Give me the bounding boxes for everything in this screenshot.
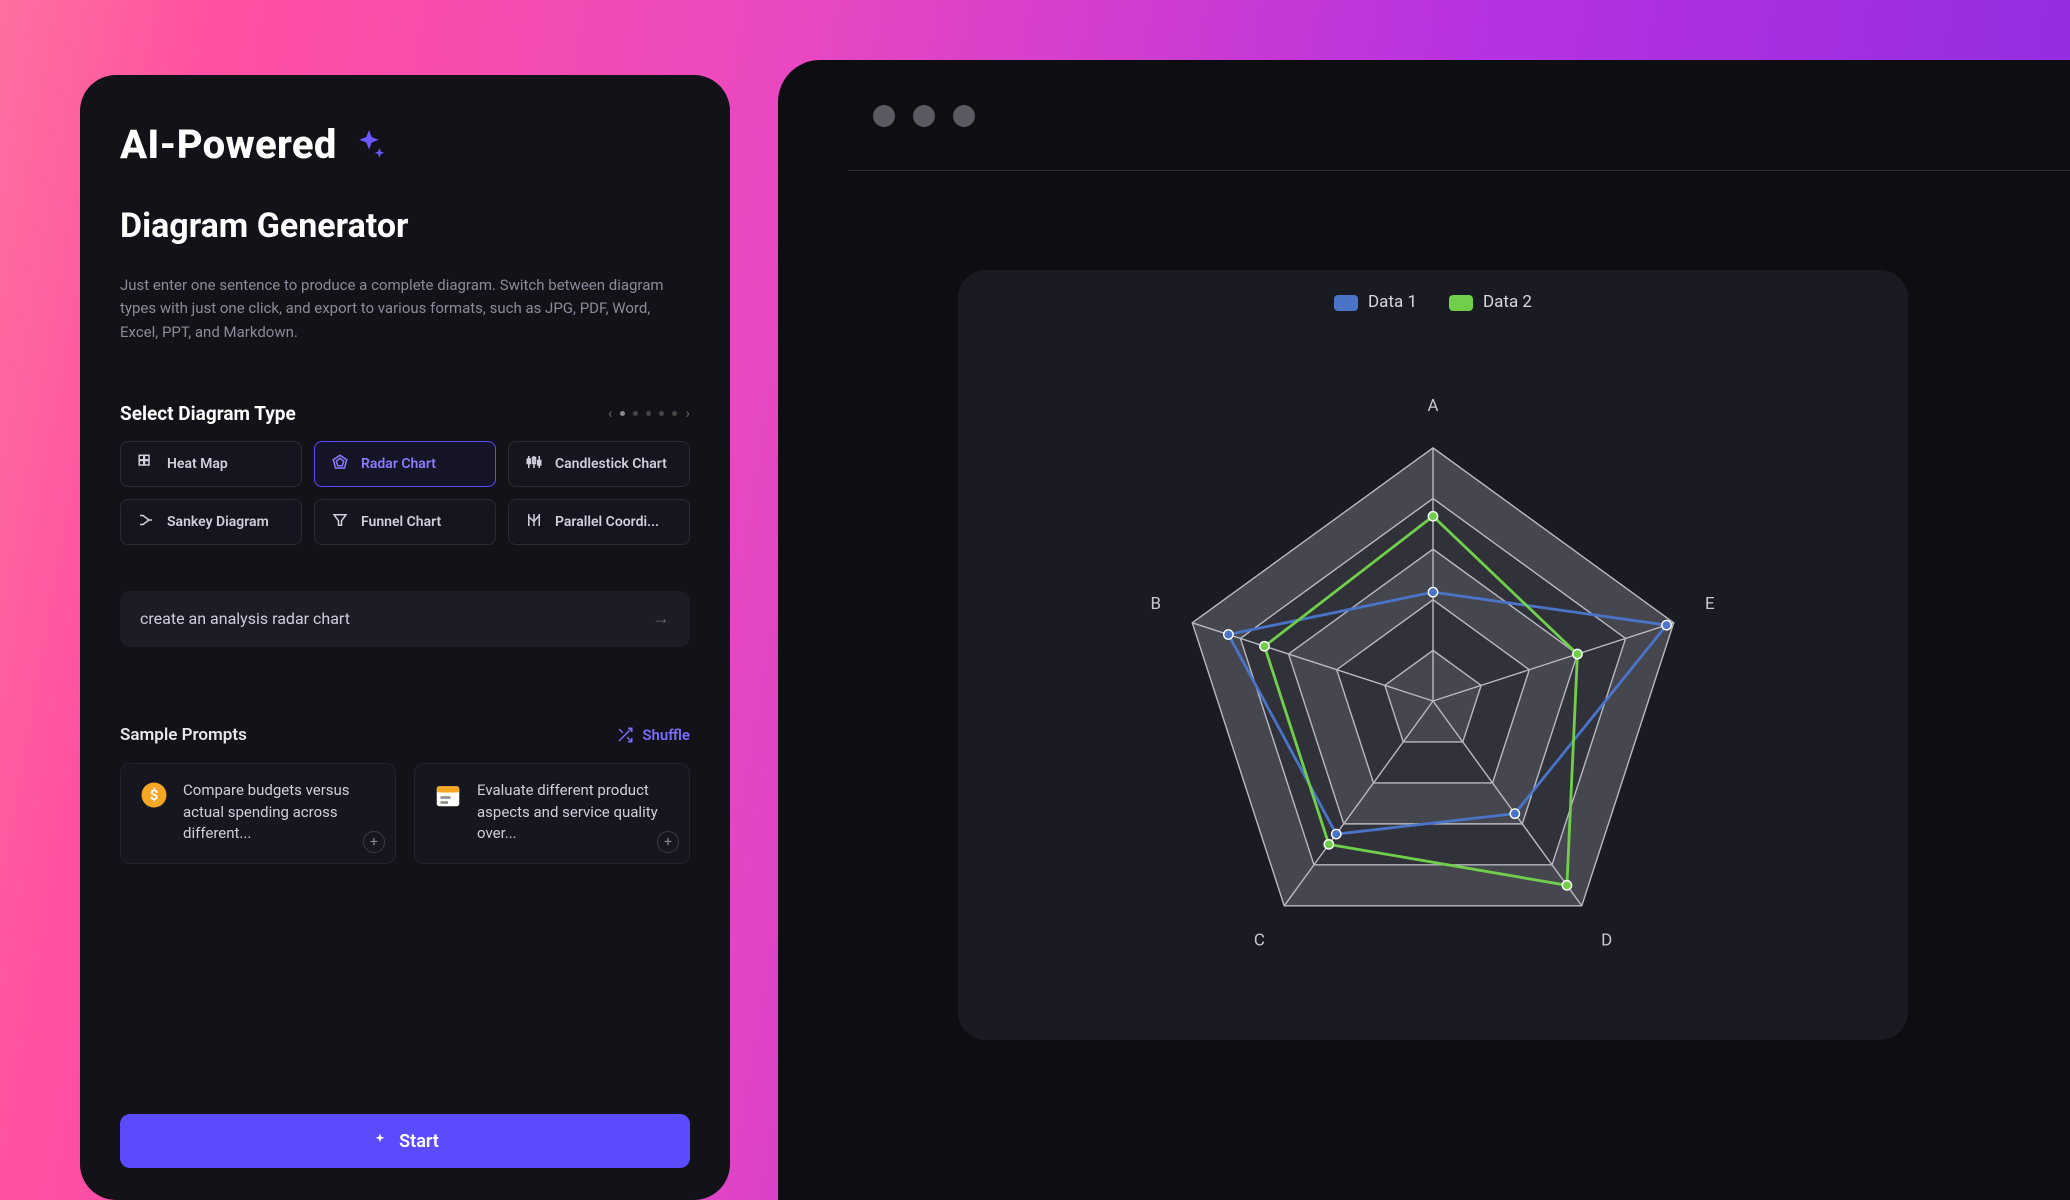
pager-dot[interactable] — [659, 411, 664, 416]
app-title-2: Diagram Generator — [120, 206, 690, 246]
app-panel: AI-Powered Diagram Generator Just enter … — [80, 75, 730, 1200]
sparkle-icon — [351, 127, 387, 163]
select-diagram-title: Select Diagram Type — [120, 402, 296, 425]
series-marker — [1428, 512, 1437, 521]
axis-label: D — [1601, 931, 1612, 951]
chip-icon — [525, 511, 543, 533]
axis-label: C — [1254, 931, 1265, 951]
axis-label: E — [1705, 594, 1715, 614]
chip-label: Candlestick Chart — [555, 456, 667, 472]
chip-icon — [331, 453, 349, 475]
chip-icon — [137, 453, 155, 475]
diagram-type-pager: ‹ › — [608, 404, 690, 422]
axis-label: A — [1428, 396, 1439, 416]
diagram-type-chip[interactable]: Funnel Chart — [314, 499, 496, 545]
shuffle-label: Shuffle — [642, 726, 690, 744]
legend-item: Data 1 — [1334, 292, 1417, 312]
axis-label: B — [1150, 594, 1161, 614]
diagram-type-chip[interactable]: Parallel Coordi... — [508, 499, 690, 545]
start-label: Start — [399, 1131, 439, 1152]
legend-item: Data 2 — [1449, 292, 1532, 312]
series-marker — [1224, 630, 1233, 639]
series-marker — [1573, 650, 1582, 659]
diagram-type-chip[interactable]: Sankey Diagram — [120, 499, 302, 545]
series-marker — [1662, 621, 1671, 630]
window-dot — [913, 105, 935, 127]
series-marker — [1260, 642, 1269, 651]
series-marker — [1324, 840, 1333, 849]
diagram-type-chip[interactable]: Heat Map — [120, 441, 302, 487]
prompt-input[interactable]: create an analysis radar chart → — [120, 591, 690, 647]
sparkle-icon — [371, 1132, 389, 1150]
chip-label: Sankey Diagram — [167, 514, 269, 530]
pager-dot[interactable] — [620, 411, 625, 416]
sample-prompt-cards: $ Compare budgets versus actual spending… — [120, 763, 690, 864]
chip-label: Radar Chart — [361, 456, 436, 472]
chip-label: Funnel Chart — [361, 514, 441, 530]
chip-icon — [525, 453, 543, 475]
chip-icon — [137, 511, 155, 533]
legend-swatch — [1334, 295, 1358, 311]
chip-label: Parallel Coordi... — [555, 514, 659, 530]
chart-legend: Data 1 Data 2 — [958, 292, 1908, 312]
start-button[interactable]: Start — [120, 1114, 690, 1168]
series-marker — [1332, 830, 1341, 839]
pager-next-icon[interactable]: › — [685, 404, 690, 422]
app-description: Just enter one sentence to produce a com… — [120, 274, 690, 344]
diagram-type-chip[interactable]: Radar Chart — [314, 441, 496, 487]
chip-label: Heat Map — [167, 456, 228, 472]
app-title-1: AI-Powered — [120, 121, 337, 168]
chip-icon — [331, 511, 349, 533]
sample-prompt-card[interactable]: $ Compare budgets versus actual spending… — [120, 763, 396, 864]
card-text: Evaluate different product aspects and s… — [477, 780, 671, 845]
card-icon — [433, 780, 463, 810]
series-marker — [1510, 809, 1519, 818]
series-marker — [1428, 588, 1437, 597]
window-traffic-lights — [873, 105, 975, 127]
radar-chart: AEDCB — [1133, 401, 1733, 1001]
series-marker — [1562, 881, 1571, 890]
pager-prev-icon[interactable]: ‹ — [608, 404, 613, 422]
submit-arrow-icon[interactable]: → — [652, 608, 670, 629]
prompt-value: create an analysis radar chart — [140, 609, 350, 628]
sample-prompts-title: Sample Prompts — [120, 725, 247, 745]
chart-panel: Data 1 Data 2 A E D C B — [958, 270, 1908, 1040]
pager-dot[interactable] — [672, 411, 677, 416]
preview-window: Data 1 Data 2 A E D C B — [778, 60, 2070, 1200]
diagram-type-grid: Heat Map Radar Chart Candlestick Chart S… — [120, 441, 690, 545]
shuffle-button[interactable]: Shuffle — [616, 726, 690, 744]
add-prompt-icon[interactable]: + — [363, 831, 385, 853]
svg-text:$: $ — [150, 786, 159, 804]
legend-swatch — [1449, 295, 1473, 311]
card-icon: $ — [139, 780, 169, 810]
pager-dot[interactable] — [646, 411, 651, 416]
diagram-type-chip[interactable]: Candlestick Chart — [508, 441, 690, 487]
sample-prompt-card[interactable]: Evaluate different product aspects and s… — [414, 763, 690, 864]
window-dot — [873, 105, 895, 127]
shuffle-icon — [616, 726, 634, 744]
card-text: Compare budgets versus actual spending a… — [183, 780, 377, 845]
window-dot — [953, 105, 975, 127]
window-divider — [848, 170, 2070, 171]
pager-dot[interactable] — [633, 411, 638, 416]
add-prompt-icon[interactable]: + — [657, 831, 679, 853]
